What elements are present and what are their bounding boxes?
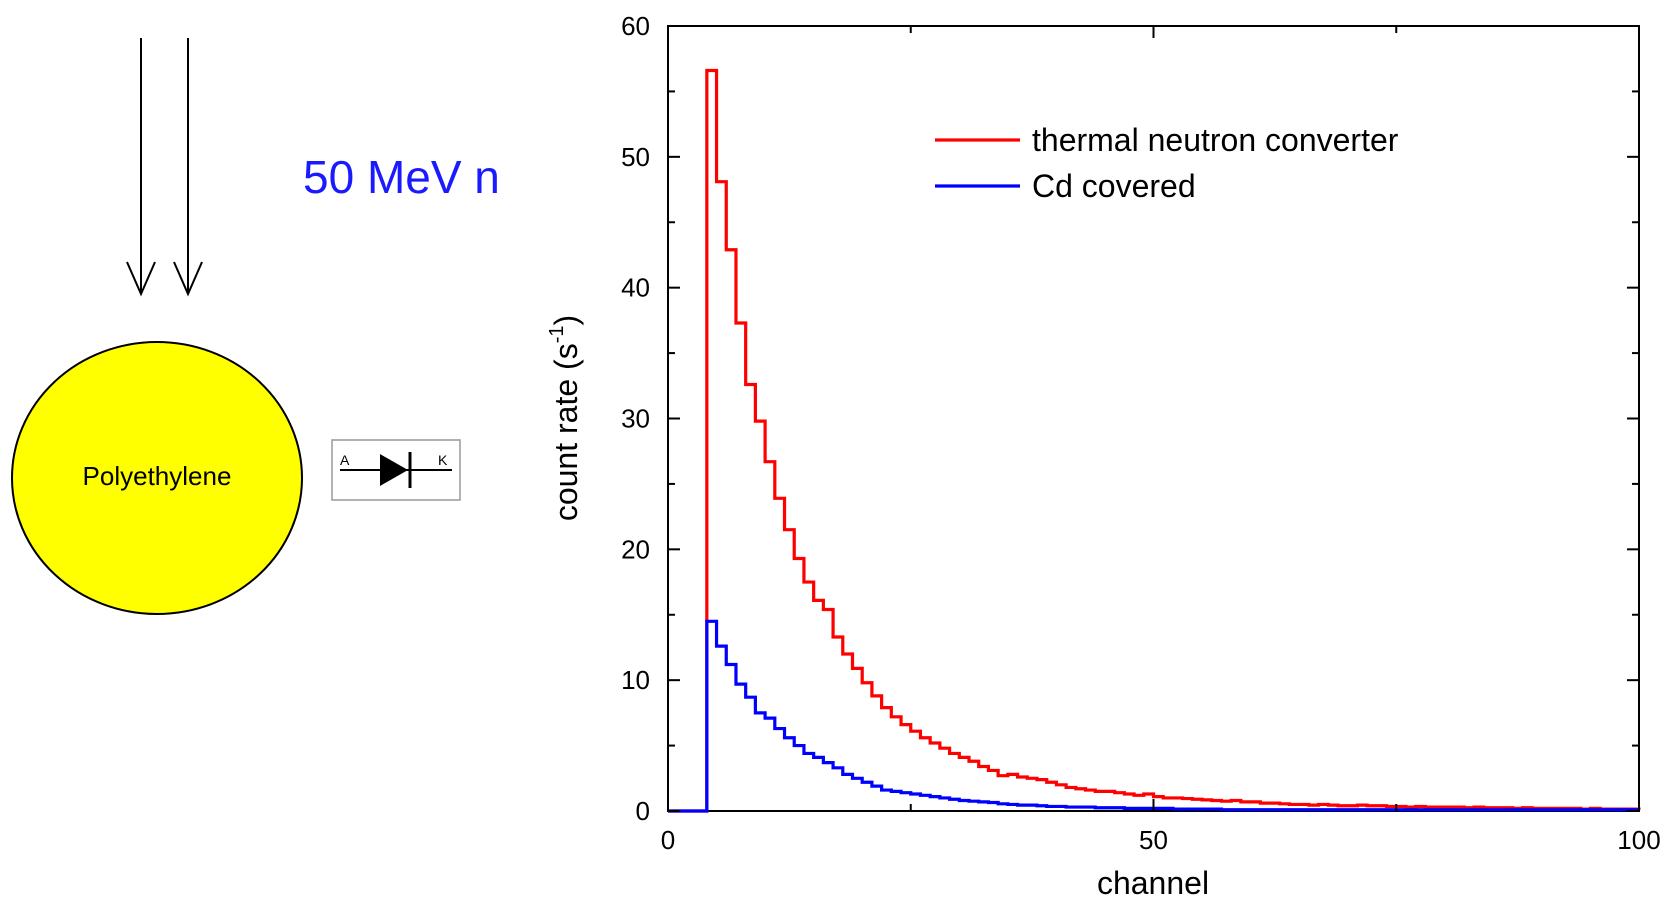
y-axis-label-sup: -1	[546, 326, 568, 344]
beam-arrow-right-icon	[173, 38, 203, 297]
y-tick-label: 0	[636, 796, 650, 826]
legend-label: thermal neutron converter	[1032, 122, 1399, 158]
schematic: 50 MeV n Polyethylene A K	[11, 38, 500, 615]
beam-arrow-left-icon	[126, 38, 156, 297]
y-axis-label-close: )	[548, 315, 584, 326]
sphere-label: Polyethylene	[83, 461, 232, 491]
y-tick-label: 20	[621, 534, 650, 564]
series-line-thermal	[668, 68, 1641, 813]
beam-label: 50 MeV n	[303, 151, 500, 203]
y-tick-label: 40	[621, 273, 650, 303]
y-tick-label: 60	[621, 11, 650, 41]
series-line-cd-covered	[668, 619, 1639, 813]
legend: thermal neutron converter Cd covered	[935, 122, 1399, 204]
y-tick-label: 10	[621, 665, 650, 695]
y-tick-label: 50	[621, 142, 650, 172]
legend-label: Cd covered	[1032, 168, 1196, 204]
polyethylene-sphere	[11, 341, 303, 615]
y-axis-label: count rate (s-1)	[546, 315, 584, 521]
x-tick-label: 0	[661, 825, 675, 855]
x-tick-label: 50	[1139, 825, 1168, 855]
diode-anode-label: A	[340, 452, 350, 468]
x-tick-label: 100	[1617, 825, 1660, 855]
y-axis-label-main: count rate (s	[548, 343, 584, 521]
diode-icon: A K	[331, 439, 461, 501]
histogram-chart: 0 50 100 0 10 20 30 40 50 60 channel count rate (…	[546, 11, 1661, 900]
y-tick-label: 30	[621, 404, 650, 434]
x-axis-label: channel	[1097, 865, 1209, 900]
tick-layer: 0 50 100 0 10 20 30 40 50 60	[621, 11, 1661, 855]
diode-cathode-label: K	[438, 452, 448, 468]
series-layer	[668, 68, 1641, 813]
